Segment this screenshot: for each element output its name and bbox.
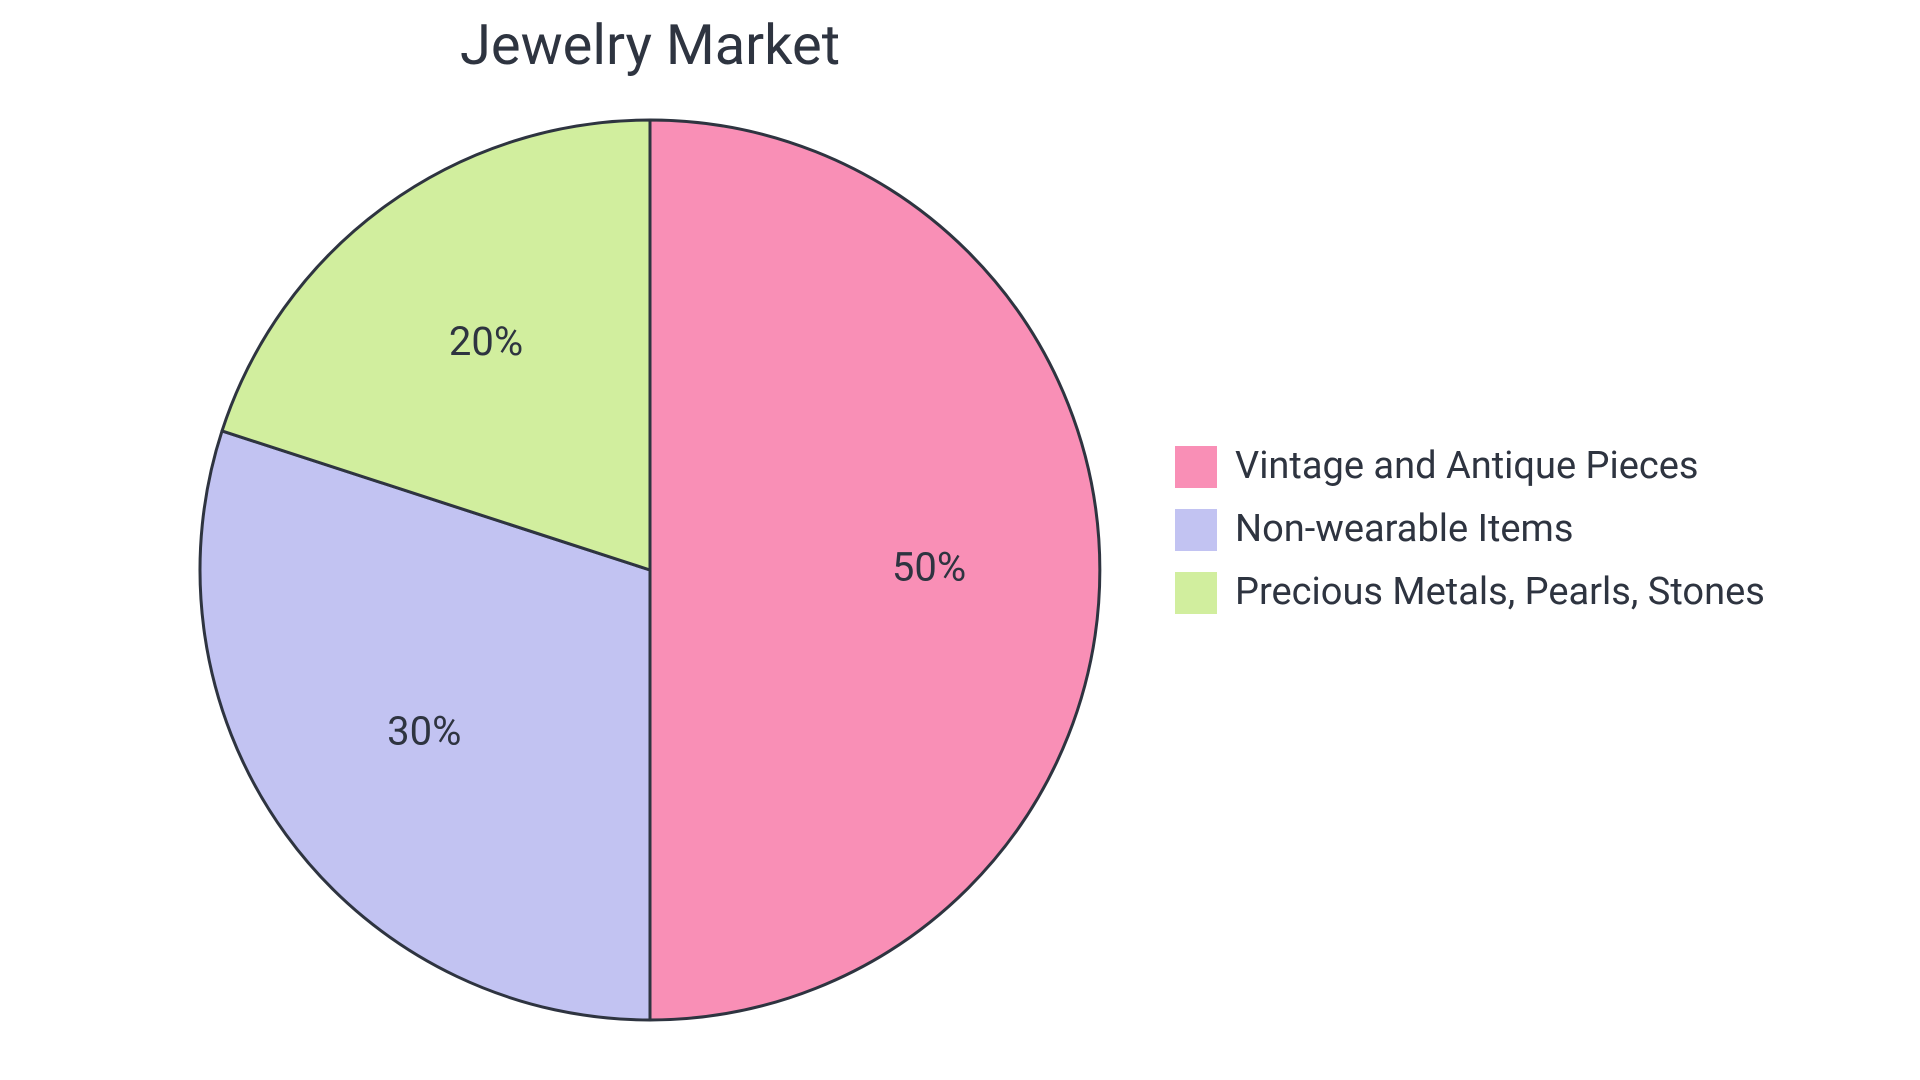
pie-chart: Jewelry Market 50% 30% 20% Vintage and Ant… (0, 0, 1920, 1080)
legend-label: Precious Metals, Pearls, Stones (1235, 566, 1765, 619)
chart-title: Jewelry Market (0, 12, 1300, 78)
slice-label: 50% (892, 544, 966, 591)
legend: Vintage and Antique Pieces Non-wearable I… (1175, 440, 1765, 630)
legend-swatch (1175, 509, 1217, 551)
slice-label: 20% (449, 318, 523, 365)
legend-label: Vintage and Antique Pieces (1235, 440, 1699, 493)
legend-item: Vintage and Antique Pieces (1175, 440, 1765, 493)
pie-slice (650, 120, 1100, 1020)
legend-swatch (1175, 446, 1217, 488)
pie-area: 50% 30% 20% (170, 90, 1130, 1050)
legend-label: Non-wearable Items (1235, 503, 1573, 556)
legend-item: Precious Metals, Pearls, Stones (1175, 566, 1765, 619)
slice-label: 30% (387, 708, 461, 755)
legend-item: Non-wearable Items (1175, 503, 1765, 556)
legend-swatch (1175, 572, 1217, 614)
pie-svg: 50% 30% 20% (170, 90, 1130, 1050)
